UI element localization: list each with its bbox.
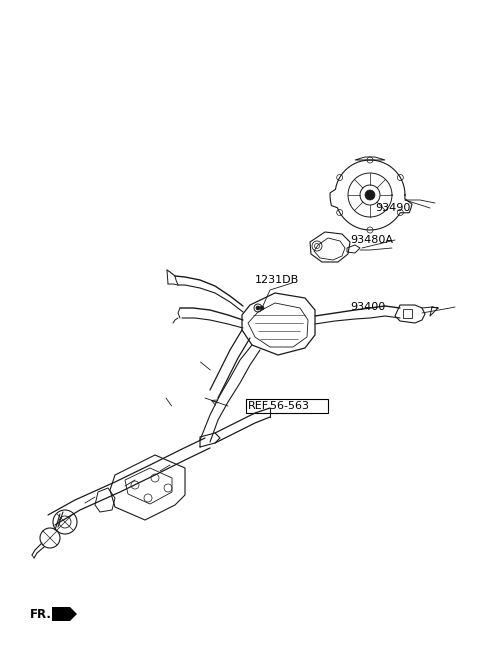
Text: 93400: 93400 — [350, 302, 385, 312]
Polygon shape — [52, 607, 77, 621]
Circle shape — [260, 306, 264, 310]
Text: 93490: 93490 — [375, 203, 410, 213]
Text: FR.: FR. — [30, 608, 52, 622]
Text: 93480A: 93480A — [350, 235, 393, 245]
Text: 1231DB: 1231DB — [255, 275, 299, 285]
Circle shape — [365, 190, 375, 200]
Text: REF.56-563: REF.56-563 — [248, 401, 310, 411]
Circle shape — [256, 306, 260, 310]
